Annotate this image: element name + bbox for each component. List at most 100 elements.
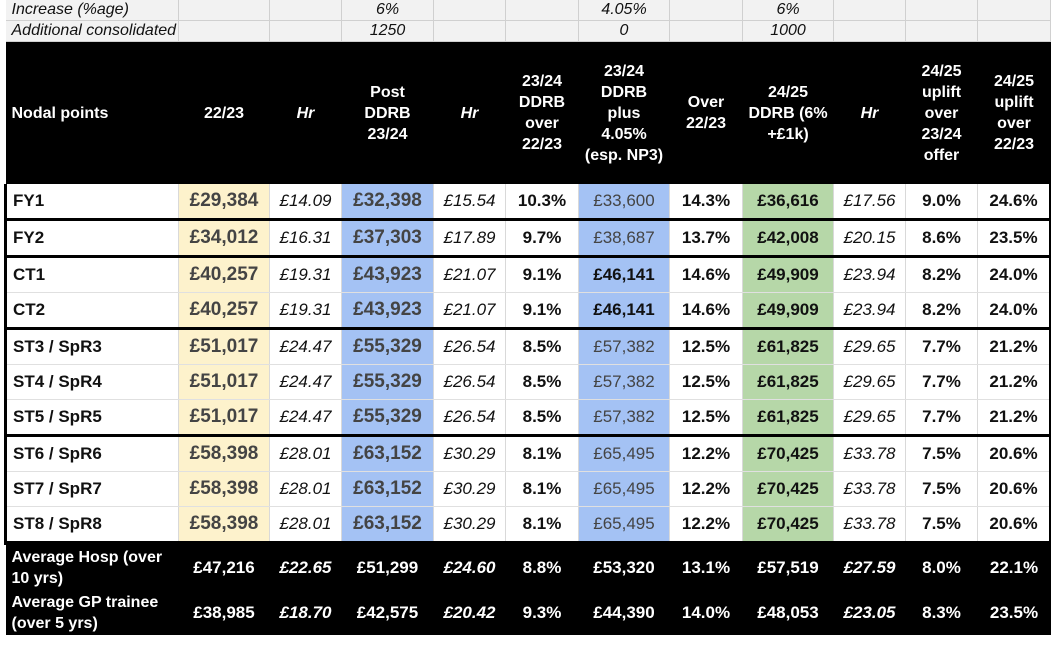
row-label[interactable]: CT1: [4, 255, 179, 293]
value-2223[interactable]: £40,257: [178, 255, 270, 293]
pct-plus-over-2223[interactable]: 12.5%: [669, 327, 743, 365]
hourly-2425[interactable]: £23.94: [833, 255, 906, 293]
uplift-over-2223[interactable]: 23.5%: [977, 218, 1051, 257]
value-ddrb-plus[interactable]: £57,382: [578, 364, 670, 400]
uplift-over-2223[interactable]: 21.2%: [977, 327, 1051, 365]
value-ddrb-plus[interactable]: £46,141: [578, 255, 670, 293]
uplift-over-2324[interactable]: 7.7%: [905, 399, 978, 436]
pct-over-2223[interactable]: 10.3%: [505, 184, 579, 220]
pct-plus-over-2223[interactable]: 14.6%: [669, 255, 743, 293]
row-label[interactable]: ST6 / SpR6: [4, 434, 179, 472]
header-2223[interactable]: 22/23: [178, 41, 270, 184]
avg-value-ddrb-2425[interactable]: £57,519: [742, 541, 834, 590]
value-2223[interactable]: £51,017: [178, 327, 270, 365]
value-2223[interactable]: £34,012: [178, 218, 270, 257]
value-2223[interactable]: £40,257: [178, 292, 270, 329]
header-post[interactable]: Post DDRB 23/24: [341, 41, 434, 184]
hourly-2223[interactable]: £28.01: [269, 471, 342, 507]
value-2223[interactable]: £29,384: [178, 184, 270, 220]
value-post-ddrb[interactable]: £32,398: [341, 184, 434, 220]
row-label[interactable]: ST4 / SpR4: [4, 364, 179, 400]
value-post-ddrb[interactable]: £63,152: [341, 506, 434, 544]
hourly-2223[interactable]: £24.47: [269, 364, 342, 400]
value-ddrb-plus[interactable]: £65,495: [578, 434, 670, 472]
avg-value-ddrb-2425[interactable]: £48,053: [742, 590, 834, 635]
uplift-over-2324[interactable]: 7.5%: [905, 434, 978, 472]
header-hr[interactable]: Hr: [269, 41, 342, 184]
pct-over-2223[interactable]: 9.1%: [505, 292, 579, 329]
header-over-2324[interactable]: 23/24 DDRB over 22/23: [505, 41, 579, 184]
hourly-2425[interactable]: £29.65: [833, 364, 906, 400]
header-hr[interactable]: Hr: [433, 41, 506, 184]
value-post-ddrb[interactable]: £55,329: [341, 327, 434, 365]
value-ddrb-plus[interactable]: £65,495: [578, 471, 670, 507]
header-uplift-2324[interactable]: 24/25 uplift over 23/24 offer: [905, 41, 978, 184]
pct-over-2223[interactable]: 8.5%: [505, 327, 579, 365]
uplift-over-2324[interactable]: 7.7%: [905, 364, 978, 400]
value-post-ddrb[interactable]: £63,152: [341, 434, 434, 472]
value-post-ddrb[interactable]: £43,923: [341, 292, 434, 329]
hourly-post-ddrb[interactable]: £30.29: [433, 506, 506, 544]
uplift-over-2324[interactable]: 8.2%: [905, 255, 978, 293]
hourly-2425[interactable]: £33.78: [833, 471, 906, 507]
avg-row-label[interactable]: Average Hosp (over 10 yrs): [5, 541, 179, 590]
value-ddrb-plus[interactable]: £33,600: [578, 184, 670, 220]
uplift-over-2223[interactable]: 24.0%: [977, 255, 1051, 293]
row-label[interactable]: FY1: [4, 184, 179, 220]
param-plus[interactable]: 4.05%: [578, 0, 670, 21]
hourly-post-ddrb[interactable]: £15.54: [433, 184, 506, 220]
pct-over-2223[interactable]: 8.5%: [505, 399, 579, 436]
row-label[interactable]: ST3 / SpR3: [4, 327, 179, 365]
value-ddrb-2425[interactable]: £36,616: [742, 184, 834, 220]
pct-over-2223[interactable]: 9.7%: [505, 218, 579, 257]
row-label[interactable]: FY2: [4, 218, 179, 257]
value-ddrb-2425[interactable]: £61,825: [742, 364, 834, 400]
value-post-ddrb[interactable]: £55,329: [341, 364, 434, 400]
pct-plus-over-2223[interactable]: 14.6%: [669, 292, 743, 329]
avg-value-post-ddrb[interactable]: £51,299: [341, 541, 434, 590]
row-label[interactable]: ST8 / SpR8: [4, 506, 179, 544]
value-ddrb-2425[interactable]: £70,425: [742, 434, 834, 472]
uplift-over-2223[interactable]: 20.6%: [977, 434, 1051, 472]
pct-over-2223[interactable]: 8.1%: [505, 471, 579, 507]
hourly-2425[interactable]: £33.78: [833, 506, 906, 544]
hourly-post-ddrb[interactable]: £21.07: [433, 255, 506, 293]
value-ddrb-2425[interactable]: £70,425: [742, 506, 834, 544]
param-ddrb[interactable]: 6%: [742, 0, 834, 21]
uplift-over-2324[interactable]: 7.7%: [905, 327, 978, 365]
value-ddrb-2425[interactable]: £49,909: [742, 292, 834, 329]
pct-over-2223[interactable]: 8.1%: [505, 434, 579, 472]
header-uplift-2223[interactable]: 24/25 uplift over 22/23: [977, 41, 1051, 184]
param-label[interactable]: Increase (%age): [5, 0, 179, 21]
pct-plus-over-2223[interactable]: 14.3%: [669, 184, 743, 220]
pct-over-2223[interactable]: 8.5%: [505, 364, 579, 400]
uplift-over-2324[interactable]: 8.6%: [905, 218, 978, 257]
avg-uplift-over-2223[interactable]: 22.1%: [977, 541, 1051, 590]
param-post[interactable]: 6%: [341, 0, 434, 21]
avg-hourly-2425[interactable]: £23.05: [833, 590, 906, 635]
value-ddrb-plus[interactable]: £46,141: [578, 292, 670, 329]
pct-plus-over-2223[interactable]: 13.7%: [669, 218, 743, 257]
hourly-2223[interactable]: £24.47: [269, 327, 342, 365]
hourly-post-ddrb[interactable]: £17.89: [433, 218, 506, 257]
avg-hourly-2223[interactable]: £18.70: [269, 590, 342, 635]
hourly-post-ddrb[interactable]: £26.54: [433, 364, 506, 400]
avg-row-label[interactable]: Average GP trainee (over 5 yrs): [5, 590, 179, 635]
header-hr[interactable]: Hr: [833, 41, 906, 184]
hourly-post-ddrb[interactable]: £26.54: [433, 327, 506, 365]
uplift-over-2223[interactable]: 20.6%: [977, 471, 1051, 507]
row-label[interactable]: CT2: [4, 292, 179, 329]
hourly-2223[interactable]: £28.01: [269, 506, 342, 544]
hourly-2223[interactable]: £19.31: [269, 255, 342, 293]
hourly-2223[interactable]: £28.01: [269, 434, 342, 472]
uplift-over-2324[interactable]: 9.0%: [905, 184, 978, 220]
uplift-over-2223[interactable]: 24.0%: [977, 292, 1051, 329]
hourly-post-ddrb[interactable]: £26.54: [433, 399, 506, 436]
header-plus[interactable]: 23/24 DDRB plus 4.05% (esp. NP3): [578, 41, 670, 184]
hourly-2223[interactable]: £14.09: [269, 184, 342, 220]
avg-value-ddrb-plus[interactable]: £44,390: [578, 590, 670, 635]
uplift-over-2324[interactable]: 8.2%: [905, 292, 978, 329]
value-2223[interactable]: £51,017: [178, 364, 270, 400]
avg-hourly-2223[interactable]: £22.65: [269, 541, 342, 590]
value-2223[interactable]: £58,398: [178, 434, 270, 472]
